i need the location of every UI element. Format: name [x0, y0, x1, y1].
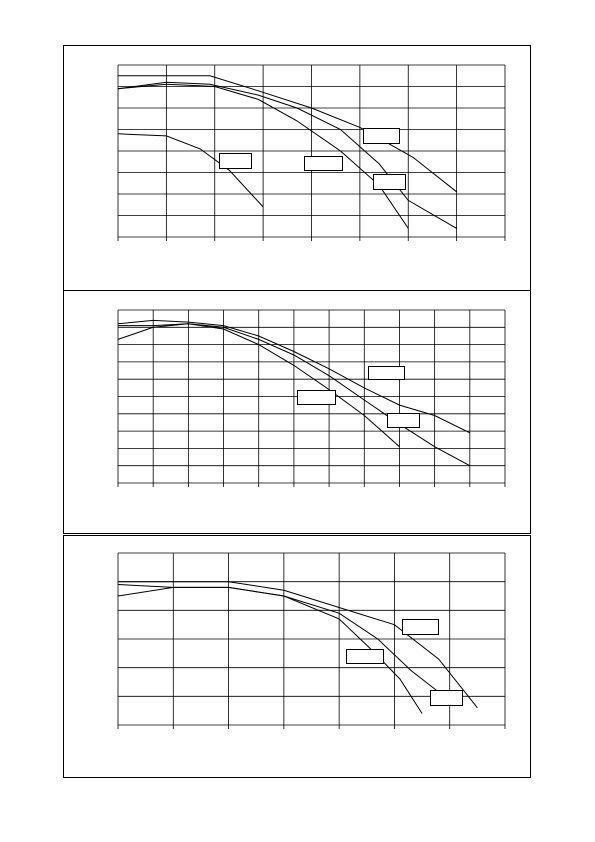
label-box — [402, 619, 439, 635]
chart-frame — [63, 45, 531, 291]
label-box — [373, 174, 406, 190]
data-line — [118, 581, 478, 709]
label-box — [387, 413, 420, 428]
label-box — [368, 366, 405, 380]
label-box — [219, 153, 252, 169]
data-line — [117, 81, 457, 229]
data-line — [117, 133, 264, 208]
label-box — [297, 390, 336, 405]
chart-frame — [63, 290, 531, 534]
data-line — [118, 75, 457, 193]
data-line — [117, 323, 400, 448]
data-line — [117, 83, 409, 229]
data-line — [117, 319, 471, 434]
data-line — [118, 323, 471, 467]
annotation-boxes — [219, 128, 463, 706]
chart-frame — [63, 535, 531, 778]
data-line — [117, 586, 423, 714]
label-box — [304, 156, 343, 171]
label-box — [430, 690, 463, 706]
label-box — [346, 649, 384, 664]
label-box — [363, 128, 400, 144]
plots — [117, 64, 506, 729]
